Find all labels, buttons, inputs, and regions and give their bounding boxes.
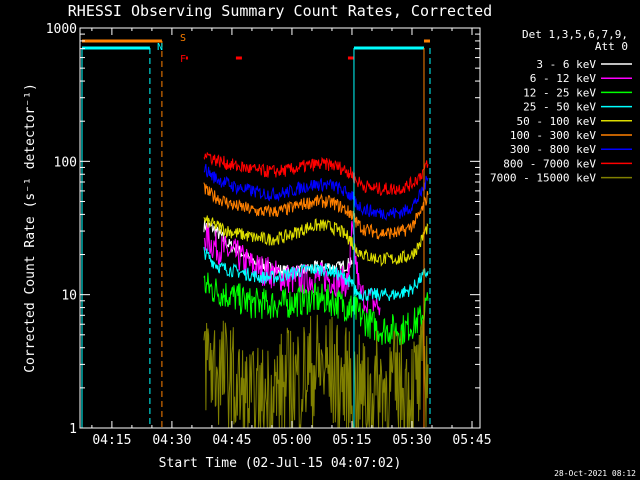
y-tick-label-0: 1 bbox=[69, 422, 77, 437]
legend-label-25-50-kev: 25 - 50 keV bbox=[523, 101, 596, 114]
x-tick-label-1: 04:30 bbox=[152, 433, 191, 448]
legend-label-3-6-kev: 3 - 6 keV bbox=[536, 58, 596, 71]
series-line-12-25-kev bbox=[203, 272, 429, 346]
series-line-300-800-kev bbox=[203, 163, 429, 222]
flag-s-label: S bbox=[180, 33, 186, 44]
chart-title: RHESSI Observing Summary Count Rates, Co… bbox=[68, 2, 492, 20]
y-tick-label-1: 10 bbox=[61, 289, 77, 304]
legend-label-12-25-kev: 12 - 25 keV bbox=[523, 86, 596, 99]
series-line-100-300-kev bbox=[203, 182, 429, 240]
y-ticks: 1 10 100 1000 bbox=[46, 22, 480, 437]
x-tick-label-0: 04:15 bbox=[92, 433, 131, 448]
legend-label-800-7000-kev: 800 - 7000 keV bbox=[503, 157, 596, 170]
series-line-25-50-kev bbox=[203, 246, 429, 302]
legend-label-7000-15000-kev: 7000 - 15000 keV bbox=[490, 172, 596, 185]
x-tick-label-6: 05:45 bbox=[452, 433, 491, 448]
legend-subheader: Att 0 bbox=[595, 40, 628, 53]
flag-lines bbox=[81, 39, 431, 428]
x-tick-label-3: 05:00 bbox=[272, 433, 311, 448]
x-tick-label-4: 05:15 bbox=[332, 433, 371, 448]
y-tick-label-3: 1000 bbox=[46, 22, 77, 37]
timestamp: 28-Oct-2021 08:12 bbox=[554, 469, 636, 478]
x-tick-label-2: 04:45 bbox=[212, 433, 251, 448]
legend-label-50-100-kev: 50 - 100 keV bbox=[517, 115, 597, 128]
y-axis-label: Corrected Count Rate (s⁻¹ detector⁻¹) bbox=[23, 83, 38, 373]
flag-n-label: N bbox=[157, 42, 163, 53]
series-line-800-7000-kev bbox=[203, 152, 429, 196]
series-line-7000-15000-kev bbox=[203, 314, 429, 429]
data-lines bbox=[203, 152, 429, 429]
x-tick-label-5: 05:30 bbox=[392, 433, 431, 448]
x-axis-label: Start Time (02-Jul-15 04:07:02) bbox=[159, 456, 402, 471]
legend-label-100-300-kev: 100 - 300 keV bbox=[510, 129, 596, 142]
y-tick-label-2: 100 bbox=[54, 155, 77, 170]
series-line-50-100-kev bbox=[203, 215, 429, 267]
x-ticks: 04:15 04:30 04:45 05:00 05:15 05:30 05:45 bbox=[91, 28, 492, 448]
legend-label-300-800-kev: 300 - 800 keV bbox=[510, 143, 596, 156]
legend-label-6-12-kev: 6 - 12 keV bbox=[530, 72, 597, 85]
flag-f-label: F bbox=[180, 54, 186, 65]
legend-header: Det 1,3,5,6,7,9, bbox=[522, 28, 628, 41]
plot-frame bbox=[79, 27, 481, 429]
